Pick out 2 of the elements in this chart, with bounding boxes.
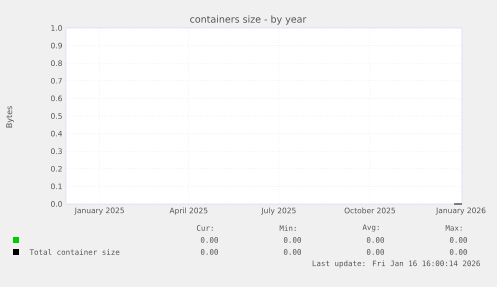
chart-title: containers size - by year bbox=[190, 15, 306, 25]
y-axis-title: Bytes bbox=[6, 106, 14, 128]
